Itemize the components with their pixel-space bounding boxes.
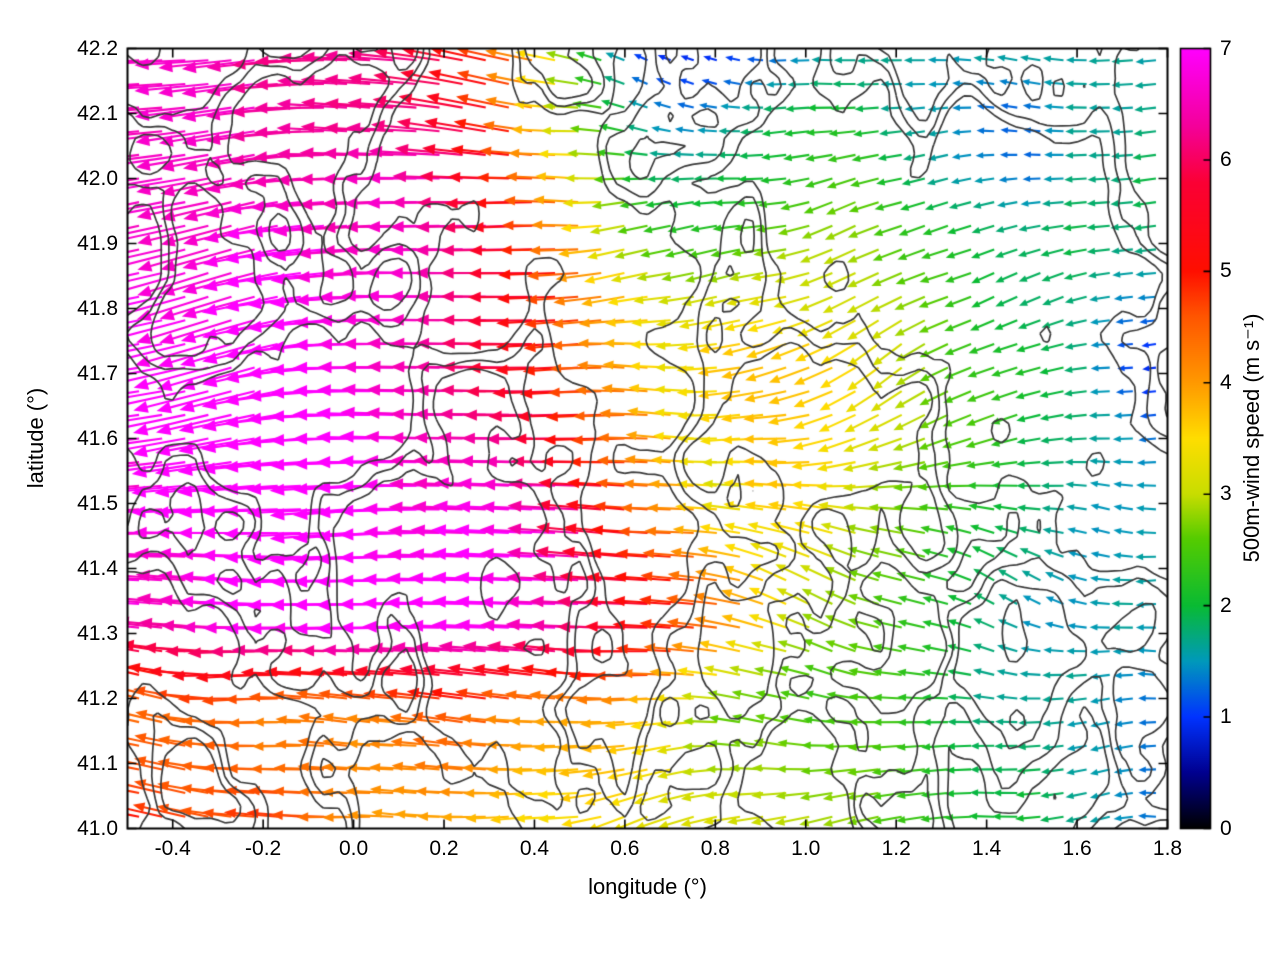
colorbar-tick-label: 6 (1220, 147, 1232, 171)
y-axis-label: latitude (°) (23, 387, 48, 489)
y-tick-label: 41.8 (77, 296, 118, 320)
y-tick-label: 41.1 (77, 751, 118, 775)
x-tick-label: 0.4 (519, 837, 550, 860)
x-axis-label: longitude (°) (588, 874, 707, 899)
x-tick-label: 1.6 (1062, 837, 1092, 860)
colorbar-tick-label: 2 (1220, 593, 1232, 617)
x-tick-label: 1.4 (972, 837, 1002, 860)
colorbar-tick-label: 7 (1220, 36, 1232, 60)
colorbar-tick-label: 5 (1220, 259, 1232, 283)
x-tick-label: 1.8 (1152, 837, 1183, 860)
y-tick-label: 41.7 (77, 361, 118, 385)
x-tick-label: -0.2 (245, 837, 282, 860)
colorbar-tick-label: 4 (1220, 370, 1232, 394)
x-tick-label: 1.2 (881, 837, 911, 860)
y-tick-label: 42.2 (77, 36, 118, 60)
y-tick-label: 41.4 (77, 556, 118, 580)
y-tick-label: 41.0 (77, 816, 118, 840)
x-tick-label: 0.0 (338, 837, 369, 860)
x-tick-label: 0.6 (610, 837, 640, 860)
colorbar-label: 500m-wind speed (m s⁻¹) (1239, 313, 1264, 563)
x-tick-label: 1.0 (791, 837, 821, 860)
y-tick-label: 42.1 (77, 101, 118, 125)
colorbar-tick-label: 3 (1220, 482, 1232, 506)
y-tick-label: 42.0 (77, 166, 118, 190)
colorbar-tick-label: 1 (1220, 705, 1232, 729)
y-tick-label: 41.2 (77, 686, 118, 710)
y-tick-label: 41.6 (77, 426, 118, 450)
x-tick-label: 0.8 (700, 837, 730, 860)
y-tick-label: 41.5 (77, 491, 118, 515)
y-tick-label: 41.9 (77, 231, 118, 255)
x-tick-label: 0.2 (429, 837, 459, 860)
y-tick-label: 41.3 (77, 621, 118, 645)
x-tick-label: -0.4 (154, 837, 191, 860)
colorbar-tick-label: 0 (1220, 816, 1232, 840)
